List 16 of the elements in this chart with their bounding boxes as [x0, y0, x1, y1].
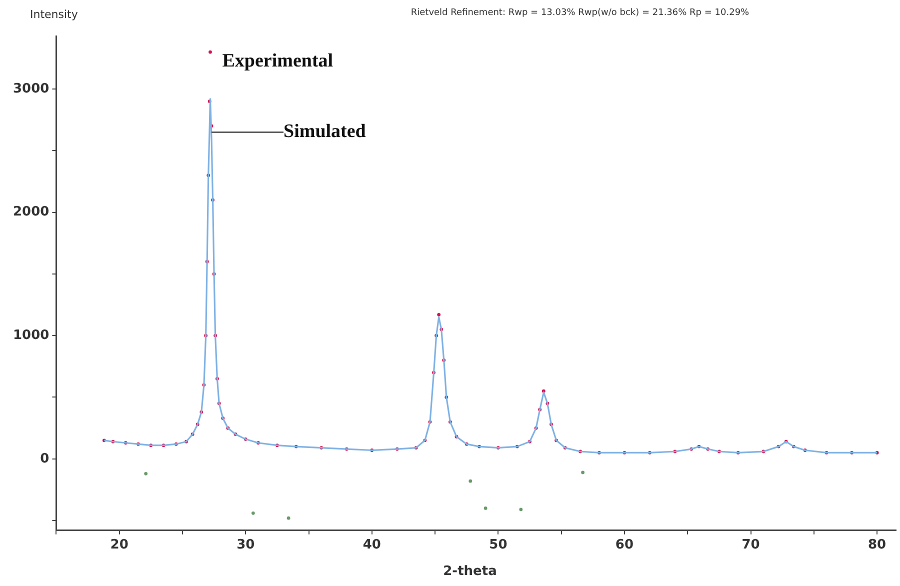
y-tick-label: 3000: [12, 81, 50, 96]
y-axis-title: Intensity: [30, 8, 78, 21]
chart-title: Rietveld Refinement: Rwp = 13.03% Rwp(w/o bck) = 21.36% Rp = 10.29%: [410, 8, 750, 18]
x-tick-label: 20: [110, 538, 128, 553]
y-tick-label: 0: [40, 451, 50, 466]
annotation: Experimental: [222, 50, 334, 72]
x-tick-label: 40: [362, 538, 381, 553]
annotation: Simulated: [284, 121, 366, 142]
x-tick-label: 80: [868, 538, 886, 553]
x-tick-label: 60: [615, 538, 634, 553]
x-tick-label: 50: [489, 538, 508, 553]
x-tick-label: 70: [742, 538, 760, 553]
x-axis-title: 2-theta: [442, 564, 498, 579]
y-tick-label: 1000: [12, 328, 50, 343]
y-tick-label: 2000: [12, 204, 50, 220]
x-tick-label: 30: [236, 538, 255, 553]
